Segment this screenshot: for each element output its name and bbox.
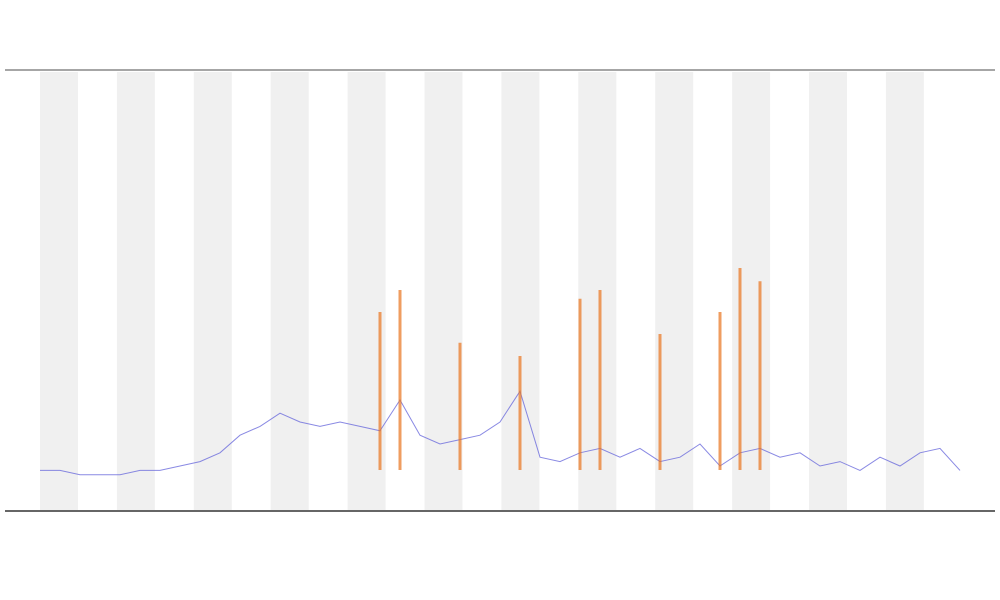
band [885,72,924,510]
band [809,72,847,510]
band [578,72,617,510]
band [732,72,771,510]
background-bands [40,72,924,510]
band [193,72,232,510]
band [270,72,309,510]
band [655,72,694,510]
band [40,72,78,510]
band [116,72,155,510]
data-line [40,390,961,476]
band [424,72,463,510]
